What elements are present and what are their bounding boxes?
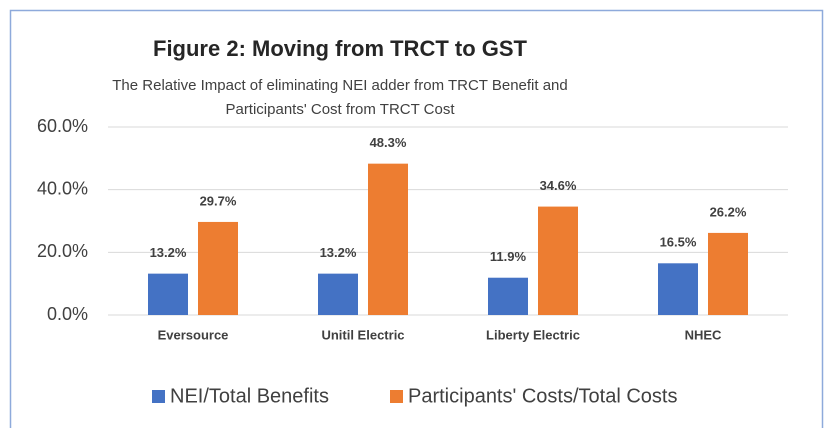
bar xyxy=(198,221,238,315)
value-label: 34.6% xyxy=(540,178,577,193)
x-tick-label: Unitil Electric xyxy=(321,327,404,342)
y-tick-label: 20.0% xyxy=(37,241,88,261)
value-label: 16.5% xyxy=(660,235,697,250)
value-label: 48.3% xyxy=(370,135,407,150)
legend-label: NEI/Total Benefits xyxy=(170,385,329,407)
value-label: 29.7% xyxy=(200,193,237,208)
bar xyxy=(318,273,358,315)
bar xyxy=(538,206,578,315)
chart-subtitle: Participants' Cost from TRCT Cost xyxy=(225,101,455,118)
x-tick-label: Eversource xyxy=(158,327,229,342)
value-label: 13.2% xyxy=(320,245,357,260)
legend-label: Participants' Costs/Total Costs xyxy=(408,385,677,407)
value-label: 13.2% xyxy=(150,245,187,260)
y-tick-label: 40.0% xyxy=(37,178,88,198)
x-tick-label: Liberty Electric xyxy=(486,327,580,342)
y-tick-label: 0.0% xyxy=(47,304,88,324)
chart-title: Figure 2: Moving from TRCT to GST xyxy=(153,36,528,61)
value-label: 11.9% xyxy=(490,249,527,264)
y-tick-label: 60.0% xyxy=(37,116,88,136)
value-label: 26.2% xyxy=(710,204,747,219)
chart-subtitle: The Relative Impact of eliminating NEI a… xyxy=(112,77,568,94)
bar xyxy=(148,273,188,315)
legend-swatch xyxy=(152,390,165,403)
bar xyxy=(708,232,748,315)
bar xyxy=(488,277,528,315)
chart-border xyxy=(9,9,824,428)
bar xyxy=(658,263,698,315)
legend-swatch xyxy=(390,390,403,403)
bar xyxy=(368,163,408,315)
x-tick-label: NHEC xyxy=(685,327,722,342)
